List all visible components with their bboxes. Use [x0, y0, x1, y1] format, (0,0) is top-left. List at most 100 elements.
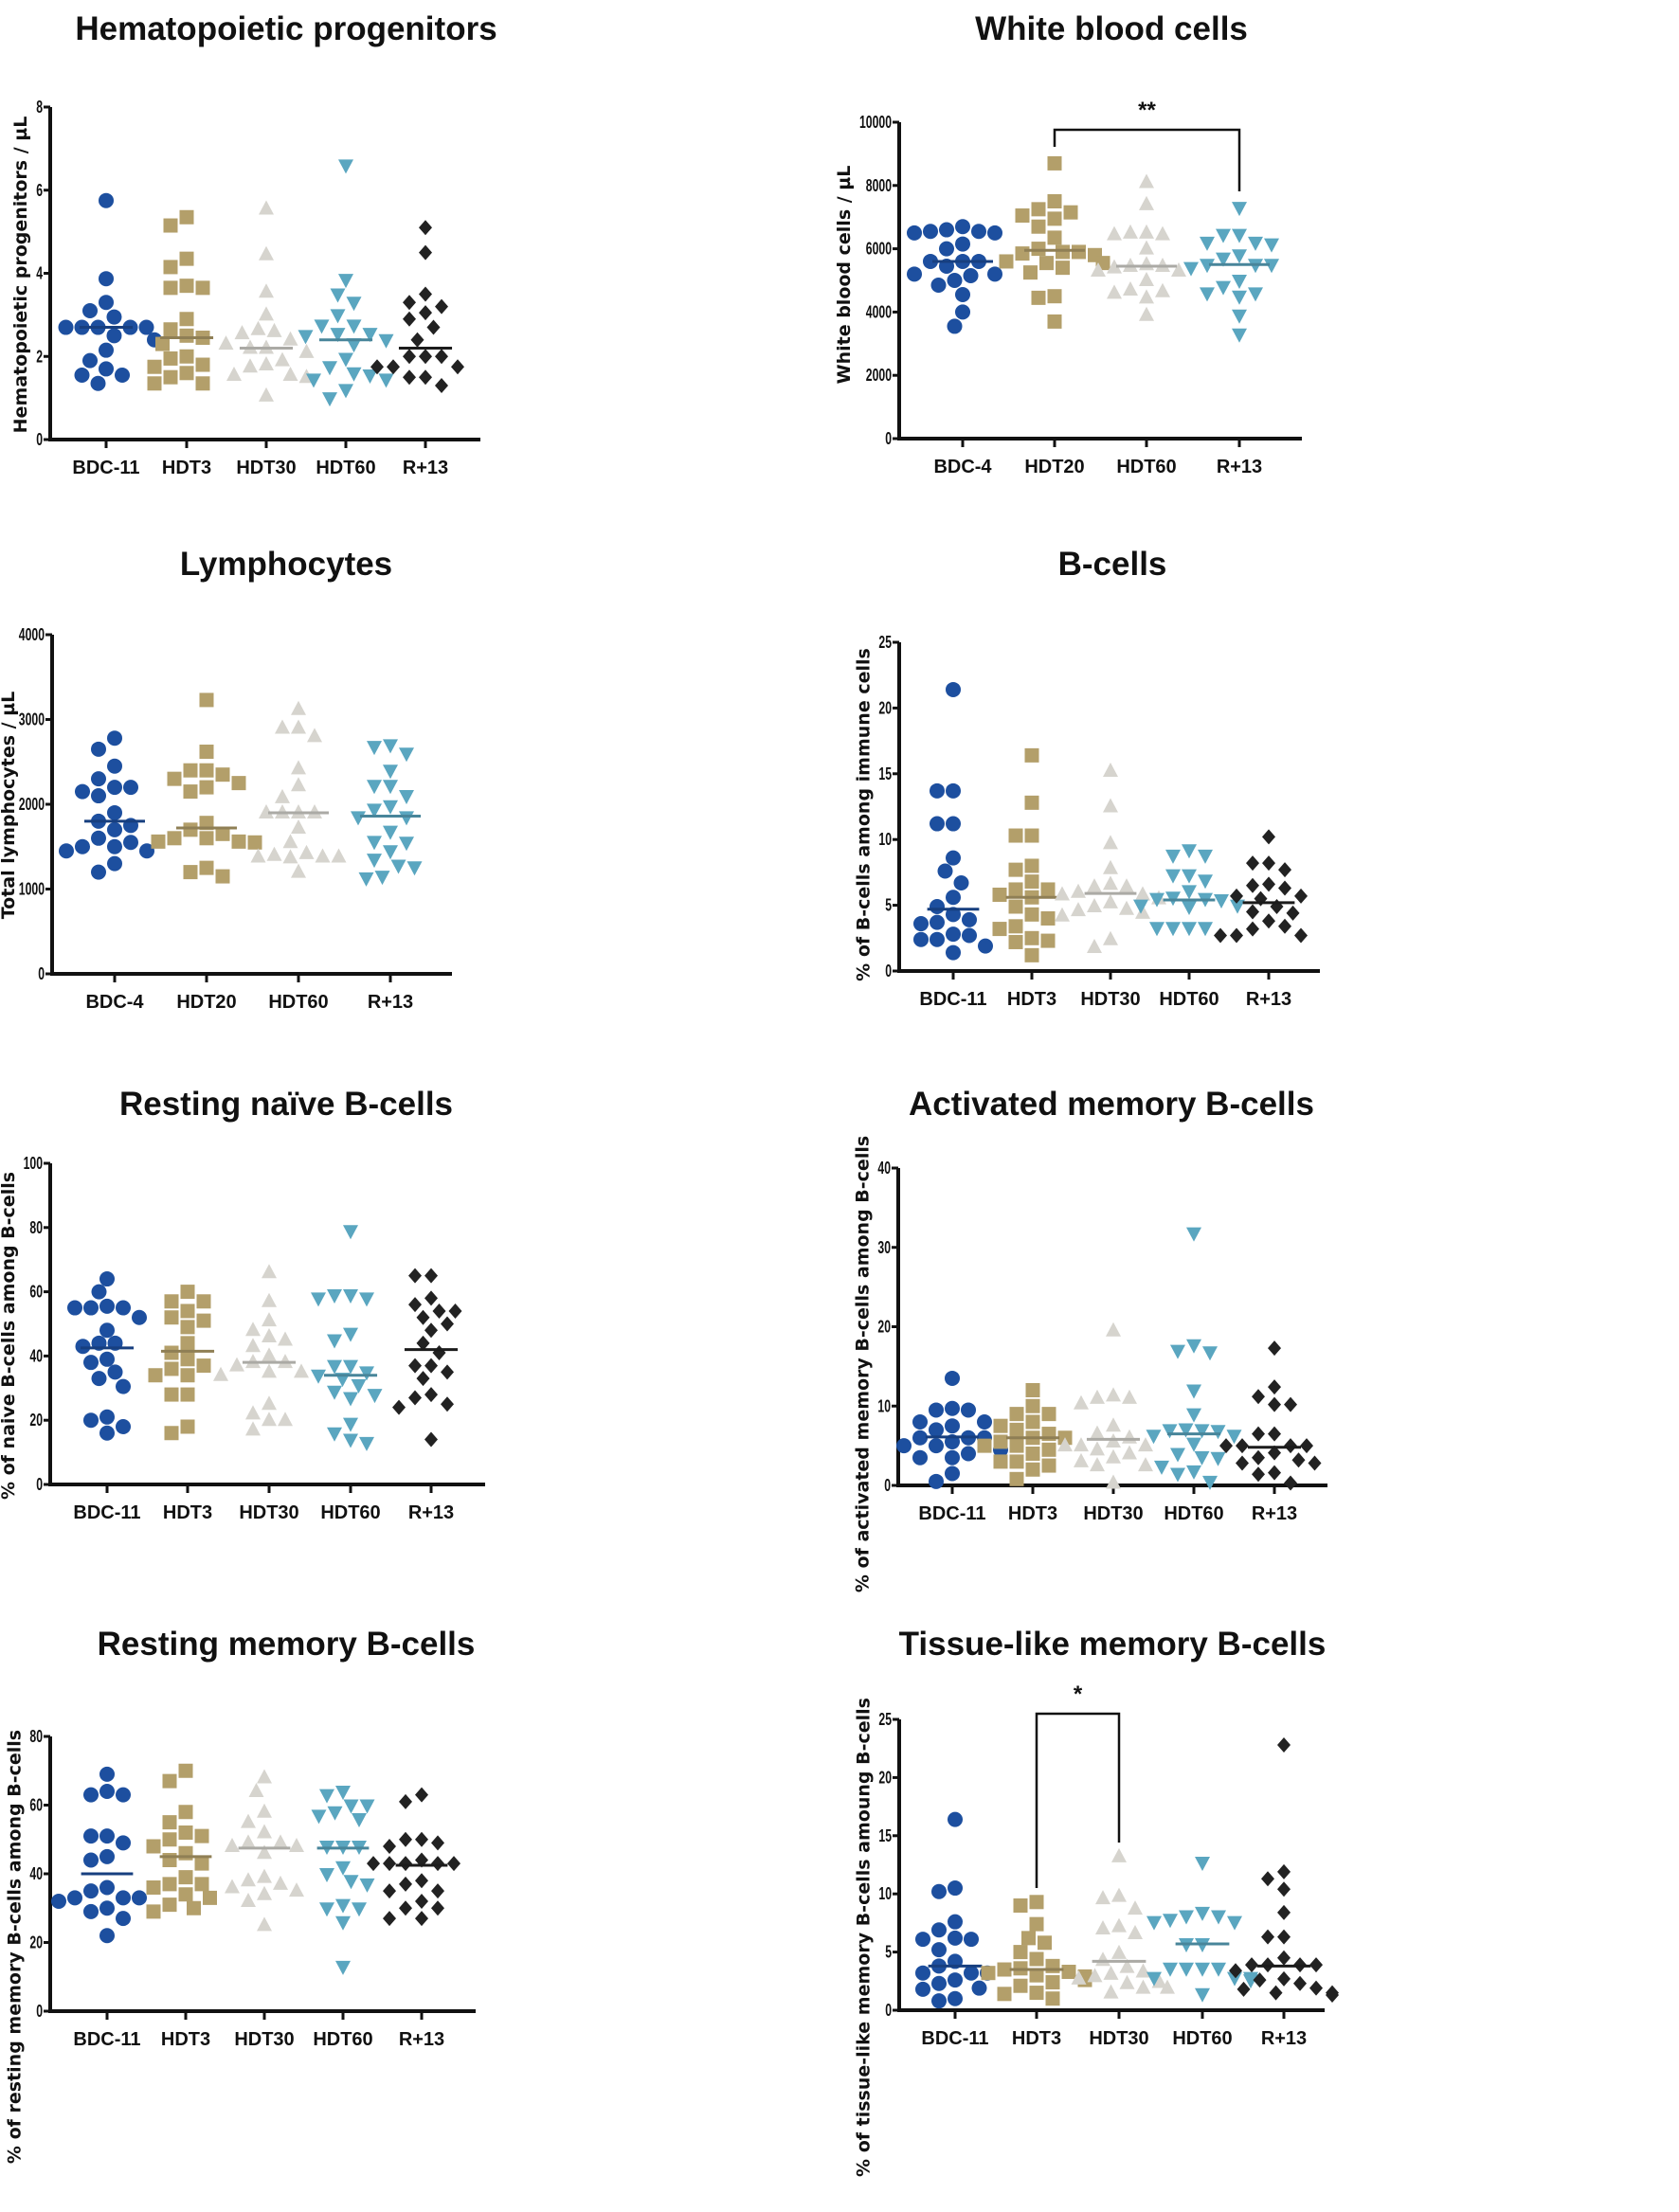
data-point-circle	[99, 295, 114, 311]
data-point-diamond	[1246, 921, 1259, 937]
data-point-diamond	[1236, 1438, 1249, 1454]
significance-bracket	[1035, 1712, 1121, 1888]
data-point-circle	[912, 1430, 928, 1446]
data-point-triangle-down	[1170, 1448, 1185, 1463]
data-point-triangle-up	[1160, 1979, 1175, 1994]
data-point-circle	[971, 224, 986, 240]
data-point-circle	[91, 771, 106, 787]
data-point-triangle-down	[1163, 1962, 1178, 1977]
data-point-triangle-up	[315, 848, 331, 863]
data-point-circle	[931, 1942, 947, 1958]
data-point-diamond	[419, 305, 432, 321]
data-point-circle	[83, 1903, 99, 1919]
data-point-triangle-up	[1071, 902, 1086, 917]
data-point-diamond	[1253, 1972, 1267, 1988]
chart-title: Hematopoietic progenitors	[75, 10, 496, 47]
data-point-square	[178, 1845, 193, 1861]
series-r-13	[1214, 829, 1308, 944]
data-point-circle	[116, 1890, 131, 1906]
data-point-square	[146, 1839, 161, 1854]
data-point-circle	[931, 1975, 947, 1991]
data-point-triangle-down	[1232, 275, 1247, 289]
data-point-circle	[962, 911, 977, 927]
data-point-circle	[963, 267, 979, 283]
data-point-diamond	[1268, 1379, 1281, 1395]
data-point-triangle-up	[1106, 1387, 1121, 1402]
data-point-triangle-up	[291, 819, 306, 835]
data-point-triangle-down	[1198, 922, 1213, 937]
data-point-square	[194, 1856, 209, 1871]
data-point-triangle-down	[383, 739, 398, 754]
data-point-triangle-up	[1107, 225, 1122, 241]
data-point-circle	[907, 225, 922, 241]
data-point-square	[1041, 1442, 1056, 1457]
data-point-diamond	[431, 1856, 444, 1872]
data-point-circle	[99, 1900, 115, 1916]
data-point-triangle-up	[1087, 939, 1102, 954]
data-point-circle	[947, 318, 963, 334]
data-point-circle	[74, 367, 90, 383]
series-hdt60	[250, 700, 347, 878]
data-point-circle	[107, 1364, 123, 1380]
data-point-triangle-up	[1103, 1984, 1119, 1999]
data-point-triangle-up	[294, 1363, 309, 1378]
data-point-triangle-up	[1103, 893, 1118, 908]
data-point-square	[1009, 1471, 1024, 1486]
data-point-triangle-up	[262, 1412, 277, 1427]
data-point-triangle-down	[311, 1292, 326, 1307]
data-point-triangle-down	[1211, 1962, 1226, 1977]
data-point-square	[146, 1880, 161, 1895]
data-point-square	[215, 869, 230, 884]
data-point-square	[163, 322, 178, 337]
data-point-circle	[116, 1835, 131, 1851]
data-point-square	[1013, 1945, 1028, 1960]
data-point-triangle-down	[327, 1359, 342, 1375]
data-point-square	[183, 763, 198, 778]
data-point-triangle-down	[1216, 252, 1231, 267]
data-point-square	[1008, 899, 1023, 914]
data-point-triangle-down	[359, 1436, 374, 1451]
data-point-diamond	[392, 1399, 406, 1415]
data-point-square	[155, 336, 170, 351]
data-point-square	[162, 1773, 177, 1789]
data-point-triangle-up	[1106, 1322, 1121, 1337]
data-point-circle	[961, 1402, 976, 1418]
x-tick-label: HDT60	[1164, 1503, 1223, 1524]
data-point-triangle-up	[1139, 289, 1154, 304]
data-point-diamond	[383, 1911, 396, 1927]
data-point-triangle-down	[1182, 900, 1197, 915]
data-point-triangle-down	[1149, 892, 1164, 908]
data-point-triangle-up	[262, 1347, 277, 1362]
data-point-circle	[99, 1879, 115, 1896]
data-point-triangle-down	[406, 861, 423, 876]
data-point-diamond	[1237, 1981, 1251, 1997]
data-point-triangle-down	[311, 1369, 326, 1384]
y-tick-label: 10000	[859, 113, 892, 132]
data-point-triangle-up	[226, 366, 242, 381]
data-point-circle	[106, 328, 122, 344]
data-point-square	[164, 1310, 179, 1325]
data-point-square	[180, 1387, 195, 1402]
data-point-triangle-down	[1202, 1475, 1218, 1490]
data-point-triangle-up	[1135, 1963, 1151, 1978]
series-hdt60	[1146, 1857, 1258, 2003]
data-point-diamond	[416, 1309, 430, 1325]
data-point-circle	[946, 907, 961, 923]
data-point-diamond	[424, 1268, 438, 1284]
data-point-square	[187, 1900, 201, 1915]
data-point-square	[1024, 947, 1039, 962]
data-point-triangle-up	[1111, 1847, 1127, 1862]
data-point-triangle-up	[262, 1312, 277, 1327]
x-tick-label: HDT60	[1116, 457, 1176, 477]
y-tick-label: 25	[878, 633, 892, 652]
chart-panel-6: Activated memory B-cells 0 10 20 30 40% of ac…	[852, 1086, 1327, 1592]
data-point-triangle-up	[225, 1879, 240, 1894]
data-point-circle	[83, 1828, 99, 1844]
data-point-circle	[912, 1449, 928, 1466]
y-tick-label: 2000	[19, 795, 45, 814]
data-point-square	[183, 822, 198, 837]
data-point-triangle-up	[1119, 1958, 1135, 1973]
y-tick-label: 2	[36, 347, 43, 366]
data-point-triangle-up	[257, 1868, 272, 1883]
data-point-square	[178, 1870, 193, 1885]
